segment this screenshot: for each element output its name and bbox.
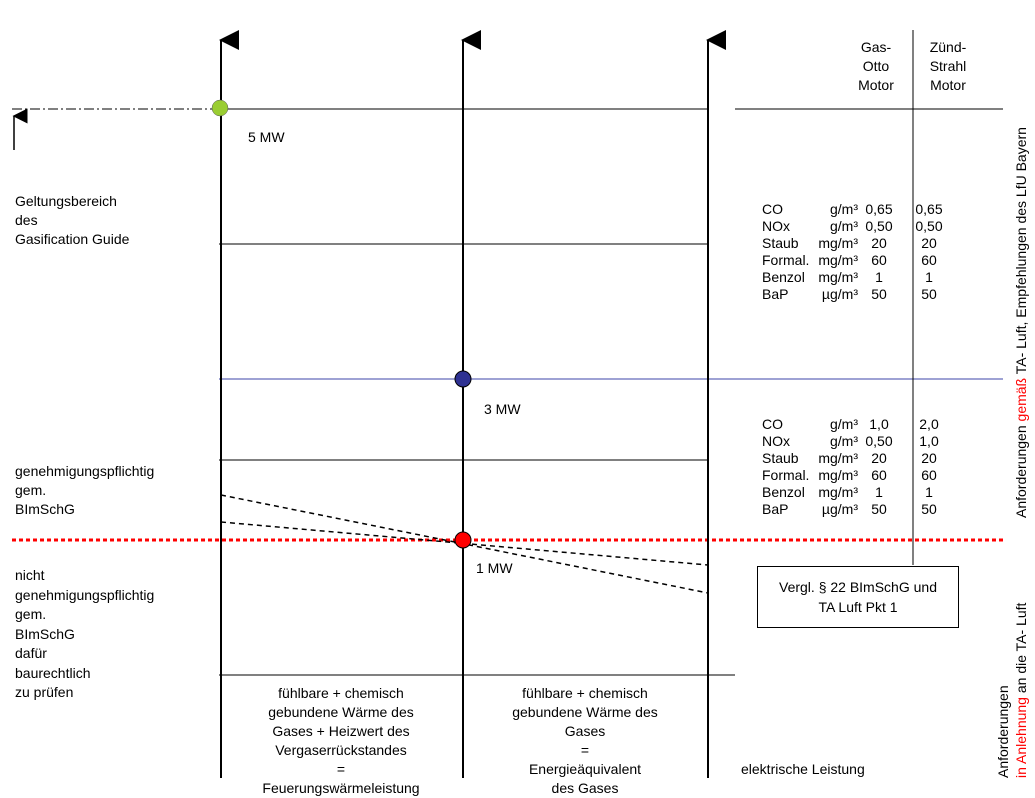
limit-row: NOx g/m³ 0,50 1,0 <box>762 433 954 450</box>
axis-desc-2: fühlbare + chemisch gebundene Wärme des Ga… <box>512 685 658 796</box>
header-gas-otto: Gas- Otto Motor <box>858 39 894 93</box>
limit-unit: g/m³ <box>830 201 858 217</box>
vertical-text-lower-1: Anforderungen <box>995 685 1011 778</box>
limit-zuend-strahl: 0,65 <box>915 201 943 217</box>
limit-name: Formal. <box>762 467 810 483</box>
limit-unit: mg/m³ <box>818 252 858 268</box>
limit-unit: µg/m³ <box>821 501 858 517</box>
limit-gas-otto: 20 <box>871 235 887 251</box>
limit-zuend-strahl: 50 <box>921 501 937 517</box>
limit-name: NOx <box>762 433 790 449</box>
limit-unit: mg/m³ <box>818 450 858 466</box>
label-5mw: 5 MW <box>248 129 285 145</box>
limit-unit: g/m³ <box>830 433 858 449</box>
limit-zuend-strahl: 2,0 <box>919 416 939 432</box>
diagram-canvas <box>12 30 1003 778</box>
note-box: Vergl. § 22 BImSchG und TA Luft Pkt 1 <box>757 566 959 628</box>
limit-gas-otto: 0,50 <box>865 433 893 449</box>
limit-row: Formal. mg/m³ 60 60 <box>762 252 954 269</box>
limits-table-lower: CO g/m³ 1,0 2,0 NOx g/m³ 0,50 1,0 Staub mg/m³ 20 20… <box>762 416 954 518</box>
limit-gas-otto: 50 <box>871 501 887 517</box>
limit-zuend-strahl: 1 <box>925 269 933 285</box>
limit-zuend-strahl: 20 <box>921 450 937 466</box>
limit-zuend-strahl: 1,0 <box>919 433 939 449</box>
limit-unit: mg/m³ <box>818 484 858 500</box>
limit-zuend-strahl: 0,50 <box>915 218 943 234</box>
limit-name: Staub <box>762 235 799 251</box>
limit-name: BaP <box>762 286 789 302</box>
limit-unit: mg/m³ <box>818 467 858 483</box>
limit-row: Staub mg/m³ 20 20 <box>762 235 954 252</box>
limit-row: Benzol mg/m³ 1 1 <box>762 484 954 501</box>
limit-name: CO <box>762 201 783 217</box>
limit-name: Staub <box>762 450 799 466</box>
label-not-required: nicht genehmigungspflichtig gem. BImSchG daf… <box>15 567 155 700</box>
axis-desc-1: fühlbare + chemisch gebundene Wärme des Ga… <box>262 685 420 796</box>
limit-gas-otto: 20 <box>871 450 887 466</box>
limit-row: Formal. mg/m³ 60 60 <box>762 467 954 484</box>
label-scope: Geltungsbereich des Gasification Guide <box>15 193 130 247</box>
limit-row: CO g/m³ 1,0 2,0 <box>762 416 954 433</box>
limit-name: NOx <box>762 218 790 234</box>
vertical-text-lower-2: in Anlehnung an die TA- Luft <box>1013 602 1029 778</box>
label-1mw: 1 MW <box>476 560 513 576</box>
limit-zuend-strahl: 60 <box>921 467 937 483</box>
limit-name: BaP <box>762 501 789 517</box>
limit-row: BaP µg/m³ 50 50 <box>762 286 954 303</box>
limit-row: BaP µg/m³ 50 50 <box>762 501 954 518</box>
point-5mw <box>211 99 229 117</box>
limit-name: CO <box>762 416 783 432</box>
limit-unit: g/m³ <box>830 218 858 234</box>
limit-gas-otto: 50 <box>871 286 887 302</box>
limit-zuend-strahl: 50 <box>921 286 937 302</box>
limit-gas-otto: 1 <box>875 484 883 500</box>
limit-zuend-strahl: 1 <box>925 484 933 500</box>
vertical-text-upper: Anforderungen gemäß TA- Luft, Empfehlung… <box>1013 127 1029 518</box>
limit-gas-otto: 1,0 <box>869 416 889 432</box>
limit-name: Benzol <box>762 269 805 285</box>
label-approval-required: genehmigungspflichtig gem. BImSchG <box>15 463 155 517</box>
limits-table-upper: CO g/m³ 0,65 0,65 NOx g/m³ 0,50 0,50 Staub mg/m³ 2… <box>762 201 954 303</box>
limit-zuend-strahl: 20 <box>921 235 937 251</box>
limit-name: Formal. <box>762 252 810 268</box>
limit-gas-otto: 1 <box>875 269 883 285</box>
limit-name: Benzol <box>762 484 805 500</box>
limit-unit: mg/m³ <box>818 269 858 285</box>
limit-row: CO g/m³ 0,65 0,65 <box>762 201 954 218</box>
limit-gas-otto: 0,65 <box>865 201 893 217</box>
limit-gas-otto: 0,50 <box>865 218 893 234</box>
limit-row: Benzol mg/m³ 1 1 <box>762 269 954 286</box>
point-1mw <box>454 531 472 549</box>
limit-gas-otto: 60 <box>871 467 887 483</box>
header-zuend-strahl: Zünd- Strahl Motor <box>929 39 967 93</box>
axis-desc-3: elektrische Leistung <box>741 761 865 777</box>
limit-unit: mg/m³ <box>818 235 858 251</box>
label-3mw: 3 MW <box>484 401 521 417</box>
dashed-line-a <box>220 494 709 594</box>
limit-row: NOx g/m³ 0,50 0,50 <box>762 218 954 235</box>
limit-unit: g/m³ <box>830 416 858 432</box>
point-3mw <box>454 370 472 388</box>
limit-unit: µg/m³ <box>821 286 858 302</box>
limit-row: Staub mg/m³ 20 20 <box>762 450 954 467</box>
limit-gas-otto: 60 <box>871 252 887 268</box>
limit-zuend-strahl: 60 <box>921 252 937 268</box>
